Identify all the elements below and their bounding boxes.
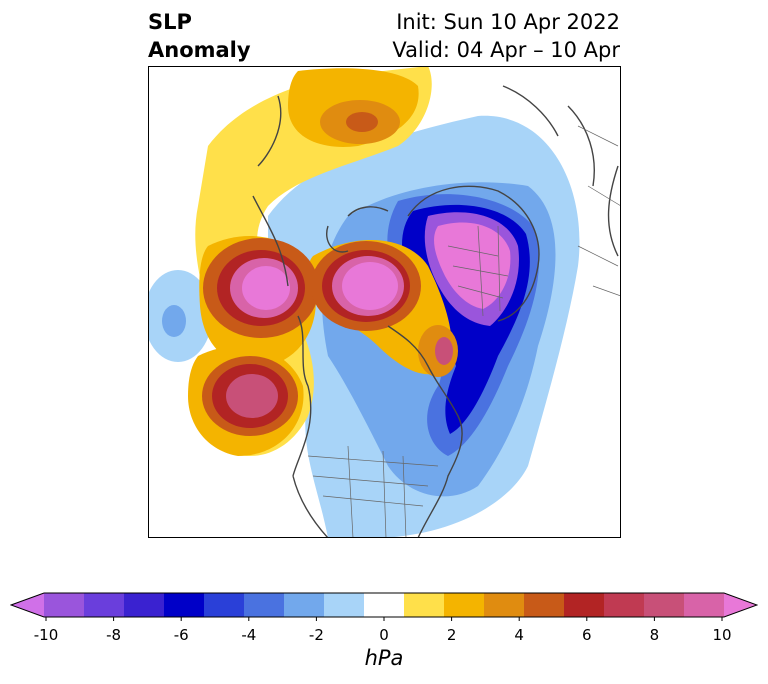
colorbar-tick-label: -6 — [173, 626, 189, 644]
colorbar-segment — [524, 593, 565, 617]
colorbar-segment — [204, 593, 245, 617]
init-date: Init: Sun 10 Apr 2022 — [396, 10, 620, 34]
colorbar-segment — [564, 593, 605, 617]
colorbar-extend-high — [724, 593, 757, 617]
anomaly-map — [148, 66, 621, 538]
valid-range: Valid: 04 Apr – 10 Apr — [392, 38, 620, 62]
colorbar-tick-label: 4 — [514, 626, 524, 644]
colorbar-tick-label: -2 — [308, 626, 324, 644]
colorbar-tick-label: 8 — [649, 626, 660, 644]
colorbar-segment — [84, 593, 125, 617]
colorbar-tick-label: -4 — [241, 626, 257, 644]
colorbar-tick-label: -10 — [33, 626, 59, 644]
colorbar-unit: hPa — [364, 646, 404, 670]
colorbar-tick-label: 0 — [379, 626, 389, 644]
borders — [307, 125, 621, 538]
colorbar-outline — [10, 592, 758, 618]
colorbar-segment — [164, 593, 205, 617]
colorbar-tick-label: -8 — [106, 626, 122, 644]
high-pressure-fields — [188, 66, 458, 456]
colorbar-segment — [44, 593, 85, 617]
colorbar-segment — [484, 593, 525, 617]
colorbar-segment — [244, 593, 285, 617]
colorbar-segment — [684, 593, 725, 617]
colorbar-segment — [404, 593, 445, 617]
coastlines — [252, 85, 619, 538]
colorbar-segment — [324, 593, 365, 617]
colorbar-segment — [444, 593, 485, 617]
colorbar-tick-label: 2 — [446, 626, 457, 644]
title-line-2: Anomaly — [148, 38, 251, 62]
colorbar-segment — [364, 593, 405, 617]
colorbar-extend-low — [11, 593, 44, 617]
date-info: Init: Sun 10 Apr 2022 Valid: 04 Apr – 10… — [392, 8, 620, 64]
title-line-1: SLP — [148, 10, 192, 34]
map-title: SLP Anomaly — [148, 8, 251, 64]
colorbar-tick-label: 6 — [582, 626, 592, 644]
colorbar-tick-label: 10 — [712, 626, 732, 644]
colorbar-segment — [124, 593, 165, 617]
colorbar — [10, 592, 758, 621]
colorbar-segment — [644, 593, 685, 617]
colorbar-segment — [284, 593, 325, 617]
colorbar-segment — [604, 593, 645, 617]
